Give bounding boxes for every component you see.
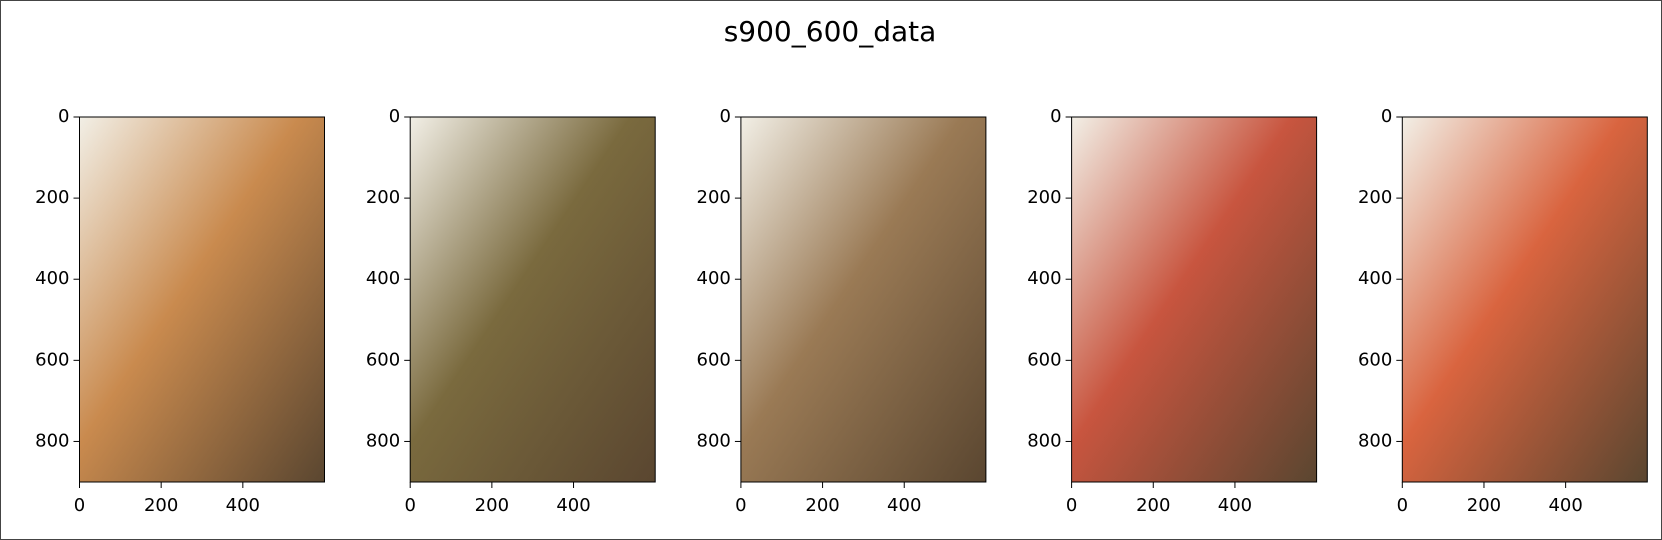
y-tick-label: 0 — [1381, 106, 1392, 127]
image — [79, 117, 325, 482]
y-tick-label: 800 — [1358, 430, 1392, 451]
y-tick-label: 200 — [366, 187, 400, 208]
y-tick-label: 0 — [719, 106, 730, 127]
x-tick-label: 200 — [1467, 495, 1501, 516]
x-tick-label: 400 — [1548, 495, 1582, 516]
axes-frame — [740, 116, 987, 483]
x-tick-label: 400 — [226, 495, 260, 516]
x-tick-label: 0 — [735, 495, 746, 516]
y-tick-label: 600 — [697, 349, 731, 370]
image — [1402, 117, 1648, 482]
y-tick-label: 800 — [366, 430, 400, 451]
y-tick-label: 400 — [697, 268, 731, 289]
y-tick-label: 0 — [389, 106, 400, 127]
figure-title: s900_600_data — [724, 15, 937, 48]
x-tick-label: 400 — [1218, 495, 1252, 516]
axes-frame — [409, 116, 656, 483]
x-tick-label: 0 — [404, 495, 415, 516]
x-tick-label: 0 — [1397, 495, 1408, 516]
y-tick-label: 200 — [1358, 187, 1392, 208]
y-tick-label: 800 — [697, 430, 731, 451]
y-tick-label: 400 — [35, 268, 69, 289]
image — [740, 117, 986, 482]
image — [1071, 117, 1317, 482]
x-tick-label: 400 — [887, 495, 921, 516]
y-tick-label: 400 — [366, 268, 400, 289]
image — [410, 117, 656, 482]
x-tick-label: 200 — [144, 495, 178, 516]
y-tick-label: 600 — [366, 349, 400, 370]
y-tick-label: 600 — [1027, 349, 1061, 370]
x-tick-label: 200 — [805, 495, 839, 516]
y-tick-label: 800 — [1027, 430, 1061, 451]
axes-frame — [1071, 116, 1318, 483]
y-tick-label: 0 — [58, 106, 69, 127]
axes-frame — [79, 116, 325, 483]
y-tick-label: 200 — [35, 187, 69, 208]
y-tick-label: 800 — [35, 430, 69, 451]
y-tick-label: 600 — [1358, 349, 1392, 370]
y-tick-label: 200 — [1027, 187, 1061, 208]
y-tick-label: 400 — [1027, 268, 1061, 289]
axes-frame — [1401, 116, 1648, 483]
x-tick-label: 0 — [1066, 495, 1077, 516]
x-tick-label: 0 — [74, 495, 85, 516]
y-tick-label: 400 — [1358, 268, 1392, 289]
x-tick-label: 200 — [475, 495, 509, 516]
x-tick-label: 200 — [1136, 495, 1170, 516]
y-tick-label: 200 — [697, 187, 731, 208]
y-tick-label: 600 — [35, 349, 69, 370]
y-tick-label: 0 — [1050, 106, 1061, 127]
x-tick-label: 400 — [556, 495, 590, 516]
